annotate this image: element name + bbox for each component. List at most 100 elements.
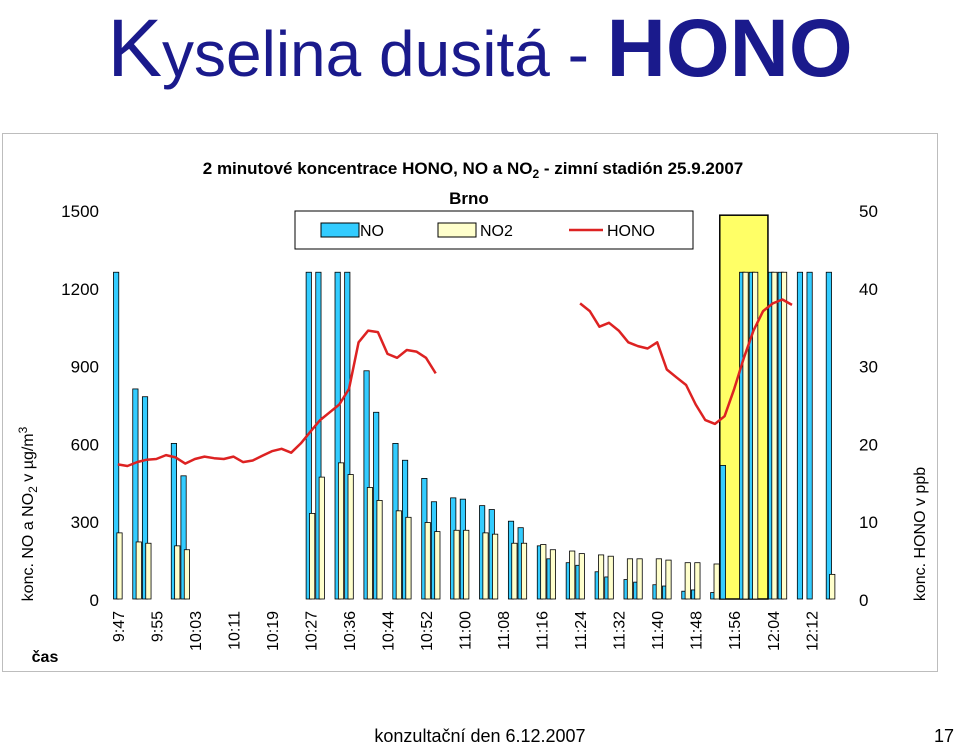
x-tick-label: 11:08: [496, 611, 513, 650]
bar-no2: [781, 271, 788, 600]
bar-no2: [829, 573, 836, 600]
bar-no2: [405, 516, 412, 600]
chart-title-line2: Brno: [449, 189, 489, 208]
x-tick-label: 10:52: [419, 611, 436, 651]
bar-no2: [694, 562, 701, 600]
bar-no: [170, 442, 177, 600]
bar-no2: [424, 522, 431, 600]
bar-no: [825, 271, 832, 600]
x-tick-label: 11:40: [650, 611, 667, 650]
x-tick-label: 12:12: [804, 611, 821, 651]
x-tick-label: 11:16: [535, 611, 552, 650]
legend-box: [294, 210, 694, 250]
x-tick-label: 10:11: [226, 611, 243, 650]
bar-no2: [549, 549, 556, 600]
chart: 2 minutové koncentrace HONO, NO a NO2 - …: [16, 159, 929, 666]
bar-no2: [752, 271, 759, 600]
bar-no2: [318, 476, 325, 600]
x-tick-label: 11:48: [689, 611, 706, 650]
bar-no2: [395, 510, 402, 600]
y-tick-label: 900: [71, 358, 99, 377]
x-tick-label: 10:36: [342, 611, 359, 651]
bar-no2: [511, 542, 518, 600]
bar-no2: [145, 542, 152, 600]
x-tick-label: 11:32: [612, 611, 629, 650]
hono-line-segment: [579, 298, 793, 426]
bar-no: [363, 370, 370, 600]
bar-no: [344, 271, 351, 600]
bar-no2: [434, 531, 441, 600]
y2-axis-title: konc. HONO v ppb: [912, 467, 929, 601]
bar-no2: [607, 555, 614, 600]
slide-title-rest: yselina dusitá -: [162, 18, 607, 90]
bar-no2: [337, 462, 345, 600]
bar-no: [719, 465, 726, 600]
x-tick-label: 10:27: [303, 611, 320, 651]
bar-no2: [347, 474, 354, 600]
bar-no: [180, 475, 187, 600]
bar-no: [141, 396, 149, 600]
x-tick-label: 11:00: [458, 611, 475, 650]
bar-no2: [520, 542, 528, 600]
bar-no2: [771, 271, 778, 600]
bar-no2: [665, 559, 672, 600]
bar-no: [806, 271, 813, 600]
bar-no: [334, 271, 341, 600]
bar-no2: [463, 529, 470, 600]
y2-tick-label: 50: [859, 202, 878, 221]
bar-no2: [540, 544, 547, 600]
bar-no2: [453, 529, 460, 600]
bar-no2: [578, 553, 585, 600]
y2-tick-label: 20: [859, 435, 878, 454]
bar-no2: [655, 558, 662, 600]
bar-no2: [174, 545, 181, 600]
legend-label-no2: NO2: [480, 223, 513, 240]
y-tick-label: 300: [71, 513, 99, 532]
y-tick-label: 1500: [61, 202, 99, 221]
chart-title-line1: 2 minutové koncentrace HONO, NO a NO2 - …: [203, 159, 743, 181]
legend-label-hono: HONO: [607, 223, 655, 240]
bar-no: [315, 271, 322, 600]
bar-no2: [116, 532, 123, 600]
bar-no2: [569, 550, 576, 600]
legend-swatch-no2: [437, 222, 477, 238]
bar-no2: [636, 558, 643, 600]
bar-no: [132, 388, 139, 600]
x-tick-label: 11:56: [727, 611, 744, 650]
y2-tick-label: 0: [859, 591, 868, 610]
page-number: 17: [933, 726, 954, 746]
bar-no2: [482, 532, 489, 600]
y-tick-label: 0: [90, 591, 99, 610]
x-axis-title: čas: [32, 649, 59, 666]
y-tick-label: 1200: [61, 280, 99, 299]
legend-swatch-no: [320, 222, 360, 238]
legend-label-no: NO: [360, 223, 384, 240]
y2-tick-label: 30: [859, 358, 878, 377]
bar-no2: [742, 271, 749, 600]
slide-title: Kyselina dusitá - HONO: [0, 2, 960, 96]
bar-no: [796, 271, 804, 600]
legend: NO NO2 HONO: [294, 210, 694, 250]
slide-title-initial: K: [107, 3, 163, 94]
bar-no2: [492, 533, 499, 600]
bar-no2: [309, 513, 316, 600]
footer-text: konzultační den 6.12.2007: [374, 726, 586, 746]
y-tick-label: 600: [71, 435, 99, 454]
x-tick-label: 9:47: [111, 611, 128, 642]
x-tick-label: 10:44: [381, 611, 398, 651]
bar-no2: [626, 558, 634, 600]
x-tick-label: 11:24: [573, 611, 590, 650]
bar-no2: [713, 563, 720, 600]
y2-tick-label: 40: [859, 280, 878, 299]
bar-no2: [684, 562, 691, 600]
bar-no2: [366, 487, 373, 600]
y2-tick-label: 10: [859, 513, 878, 532]
hono-line-segment: [117, 329, 437, 468]
x-tick-label: 10:19: [265, 611, 282, 651]
y-axis-title: konc. NO a NO2 v µg/m3: [16, 426, 40, 601]
chart-frame: 2 minutové koncentrace HONO, NO a NO2 - …: [2, 133, 938, 672]
slide-title-hono: HONO: [606, 3, 853, 94]
bar-no2: [376, 500, 383, 600]
bar-no2: [135, 541, 142, 600]
x-tick-label: 10:03: [188, 611, 205, 651]
